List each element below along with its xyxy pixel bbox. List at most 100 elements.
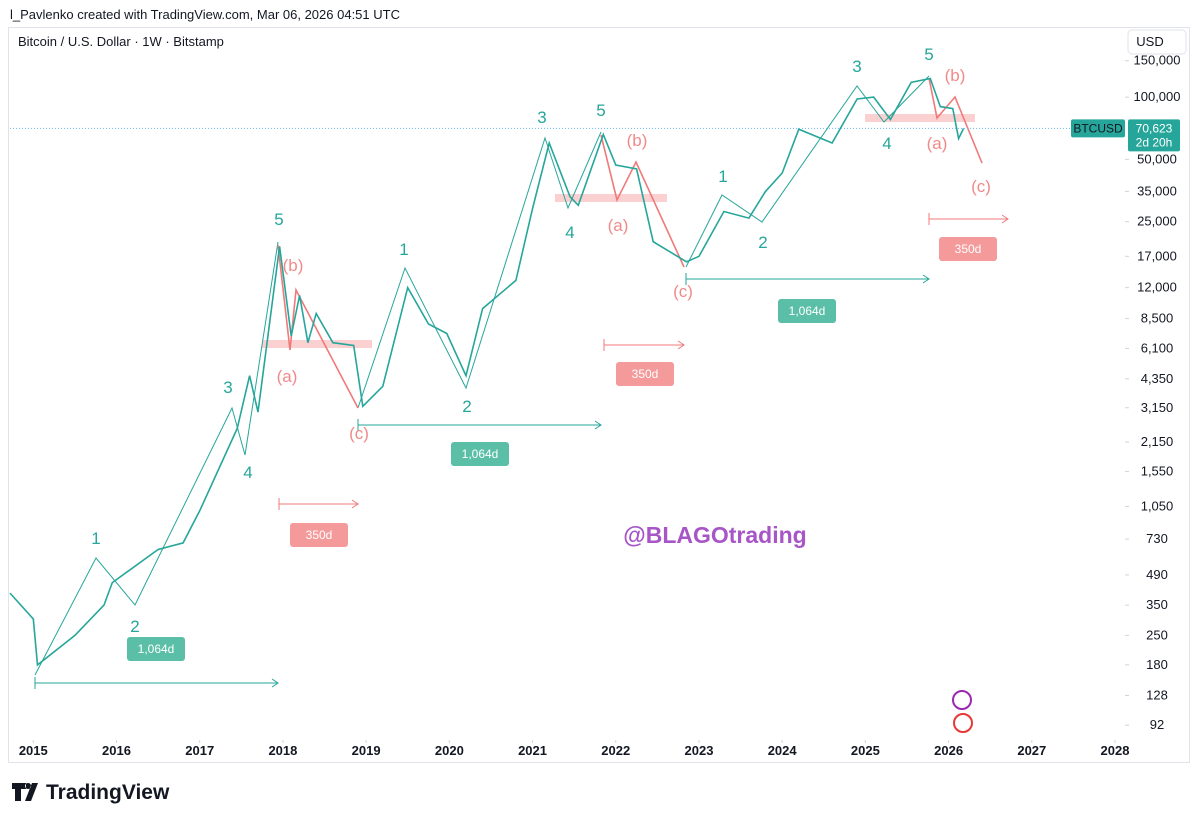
symbol-title: Bitcoin / U.S. Dollar · 1W · Bitstamp (18, 34, 224, 49)
symbol-tag: BTCUSD (1073, 121, 1123, 135)
correction-label: (a) (608, 216, 629, 235)
wave-label: 4 (243, 463, 252, 482)
duration-box (127, 637, 185, 661)
y-tick-label: 128 (1146, 688, 1168, 703)
x-tick-label: 2022 (601, 743, 630, 758)
x-tick-label: 2026 (934, 743, 963, 758)
correction-wave (277, 244, 359, 409)
measure (278, 498, 359, 510)
zone (555, 194, 667, 202)
y-tick-label: 17,000 (1137, 248, 1177, 263)
currency-button[interactable] (1127, 29, 1187, 55)
x-tick-label: 2016 (102, 743, 131, 758)
event-icon[interactable] (953, 713, 973, 733)
measure (928, 213, 1009, 225)
y-tick-label: 180 (1146, 657, 1168, 672)
wave-label: 2 (758, 233, 767, 252)
wave-label: 1 (718, 167, 727, 186)
x-tick-label: 2015 (19, 743, 48, 758)
duration-label: 350d (632, 367, 659, 381)
x-tick-label: 2027 (1017, 743, 1046, 758)
y-tick-label: 150,000 (1134, 53, 1181, 68)
x-tick-label: 2017 (185, 743, 214, 758)
y-tick-label: 12,000 (1137, 280, 1177, 295)
wave-label: 4 (565, 223, 574, 242)
measure (357, 419, 602, 431)
correction-label: (b) (627, 131, 648, 150)
x-tick-label: 2023 (685, 743, 714, 758)
duration-label: 350d (955, 242, 982, 256)
y-tick-label: 50,000 (1137, 151, 1177, 166)
x-tick-label: 2021 (518, 743, 547, 758)
duration-label: 1,064d (138, 642, 175, 656)
duration-box (939, 237, 997, 261)
symbol-tag-bg (1071, 119, 1125, 138)
duration-box (290, 523, 348, 547)
y-tick-label: 730 (1146, 531, 1168, 546)
brand: TradingView (46, 781, 170, 804)
y-tick-label: 490 (1146, 567, 1168, 582)
y-tick-label: 350 (1146, 597, 1168, 612)
correction-label: (c) (971, 177, 991, 196)
correction-label: (c) (673, 282, 693, 301)
measure (603, 339, 685, 351)
y-tick-label: 250 (1146, 627, 1168, 642)
attribution: l_Pavlenko created with TradingView.com,… (10, 7, 400, 22)
measure (34, 677, 279, 689)
currency[interactable]: USD (1136, 34, 1163, 49)
x-tick-label: 2025 (851, 743, 880, 758)
wave-drawings (34, 75, 1009, 733)
measure (685, 273, 930, 285)
x-tick-label: 2018 (268, 743, 297, 758)
duration-box (451, 442, 509, 466)
countdown: 2d 20h (1136, 135, 1173, 149)
y-tick-label: 2,150 (1141, 434, 1174, 449)
duration-label: 1,064d (789, 304, 826, 318)
wave-label: 1 (399, 240, 408, 259)
wave-label: 3 (537, 108, 546, 127)
y-tick-label: 3,150 (1141, 400, 1174, 415)
wave-label: 5 (274, 210, 283, 229)
zone (262, 340, 372, 348)
impulse-wave (357, 131, 602, 409)
chart-frame (8, 27, 1190, 763)
wave-label: 2 (130, 617, 139, 636)
price-tag: 70,623 (1136, 121, 1173, 135)
x-tick-label: 2019 (352, 743, 381, 758)
y-tick-label: 25,000 (1137, 214, 1177, 229)
price-line (9, 77, 965, 667)
impulse-wave (685, 75, 930, 268)
duration-box (616, 362, 674, 386)
x-tick-label: 2020 (435, 743, 464, 758)
zone (865, 114, 975, 122)
wave-label: 2 (462, 397, 471, 416)
duration-box (778, 299, 836, 323)
wave-label: 5 (924, 45, 933, 64)
logo (12, 783, 38, 801)
wave-label: 3 (852, 57, 861, 76)
wave-label: 1 (91, 529, 100, 548)
y-tick-label: 100,000 (1134, 89, 1181, 104)
y-tick-label: 1,550 (1141, 463, 1174, 478)
duration-label: 350d (306, 528, 333, 542)
y-tick-label: 1,050 (1141, 498, 1174, 513)
watermark: @BLAGOtrading (623, 522, 806, 548)
impulse-wave (34, 241, 279, 676)
x-tick-label: 2024 (768, 743, 798, 758)
correction-label: (b) (283, 256, 304, 275)
correction-label: (a) (277, 367, 298, 386)
x-tick-label: 2028 (1101, 743, 1130, 758)
correction-wave (600, 134, 685, 268)
wave-label: 3 (223, 378, 232, 397)
event-icon[interactable] (952, 690, 972, 710)
y-tick-label: 92 (1150, 717, 1164, 732)
wave-label: 5 (596, 101, 605, 120)
correction-label: (a) (927, 134, 948, 153)
y-tick-label: 35,000 (1137, 183, 1177, 198)
correction-label: (b) (945, 66, 966, 85)
y-tick-label: 8,500 (1141, 311, 1174, 326)
duration-label: 1,064d (462, 447, 499, 461)
y-tick-label: 6,100 (1141, 340, 1174, 355)
wave-label: 4 (882, 134, 891, 153)
